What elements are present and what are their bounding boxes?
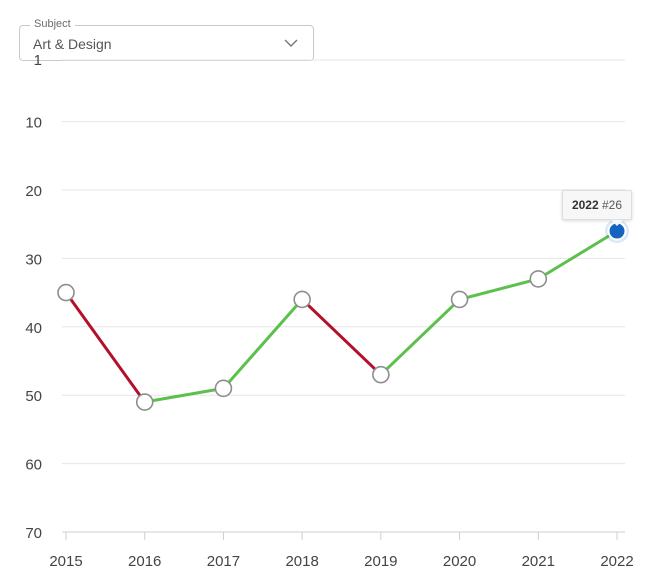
line-segment-falling bbox=[300, 297, 383, 377]
y-tick-label: 20 bbox=[25, 183, 42, 200]
x-tick-label: 2017 bbox=[207, 553, 240, 570]
x-tick-label: 2018 bbox=[285, 553, 318, 570]
line-segment-rising bbox=[458, 277, 540, 301]
y-tick-label: 40 bbox=[25, 320, 42, 337]
line-segment-rising bbox=[143, 386, 225, 404]
data-point bbox=[135, 393, 154, 411]
data-point bbox=[372, 365, 390, 384]
x-tick-label: 2022 bbox=[600, 553, 633, 570]
y-tick-label: 60 bbox=[25, 457, 42, 474]
point-tooltip: 2022 #26 bbox=[562, 190, 632, 220]
x-tick-label: 2015 bbox=[49, 553, 82, 570]
subject-legend: Subject bbox=[30, 17, 75, 31]
line-segment-rising bbox=[379, 297, 462, 377]
y-tick-label: 30 bbox=[25, 251, 42, 268]
tooltip-year: 2022 bbox=[571, 198, 599, 212]
data-point bbox=[57, 283, 75, 302]
tooltip-arrow bbox=[611, 220, 623, 226]
x-tick-label: 2016 bbox=[128, 553, 161, 570]
line-segment-rising bbox=[221, 297, 304, 390]
chevron-down-icon bbox=[284, 39, 298, 47]
line-segment-falling bbox=[64, 291, 147, 404]
data-point bbox=[450, 290, 469, 309]
y-tick-label: 1 bbox=[34, 52, 42, 69]
x-tick-label: 2020 bbox=[443, 553, 476, 570]
data-point bbox=[293, 290, 311, 309]
data-point bbox=[529, 270, 548, 288]
y-tick-label: 70 bbox=[25, 525, 42, 542]
subject-select[interactable]: Subject Art & Design bbox=[19, 17, 314, 61]
x-tick-label: 2019 bbox=[364, 553, 397, 570]
subject-value: Art & Design bbox=[33, 36, 112, 52]
data-point bbox=[214, 379, 233, 398]
line-segment-rising bbox=[536, 229, 619, 281]
x-tick-label: 2021 bbox=[522, 553, 555, 570]
y-tick-label: 10 bbox=[25, 115, 42, 132]
tooltip-rank: #26 bbox=[602, 198, 623, 212]
y-tick-label: 50 bbox=[25, 388, 42, 405]
